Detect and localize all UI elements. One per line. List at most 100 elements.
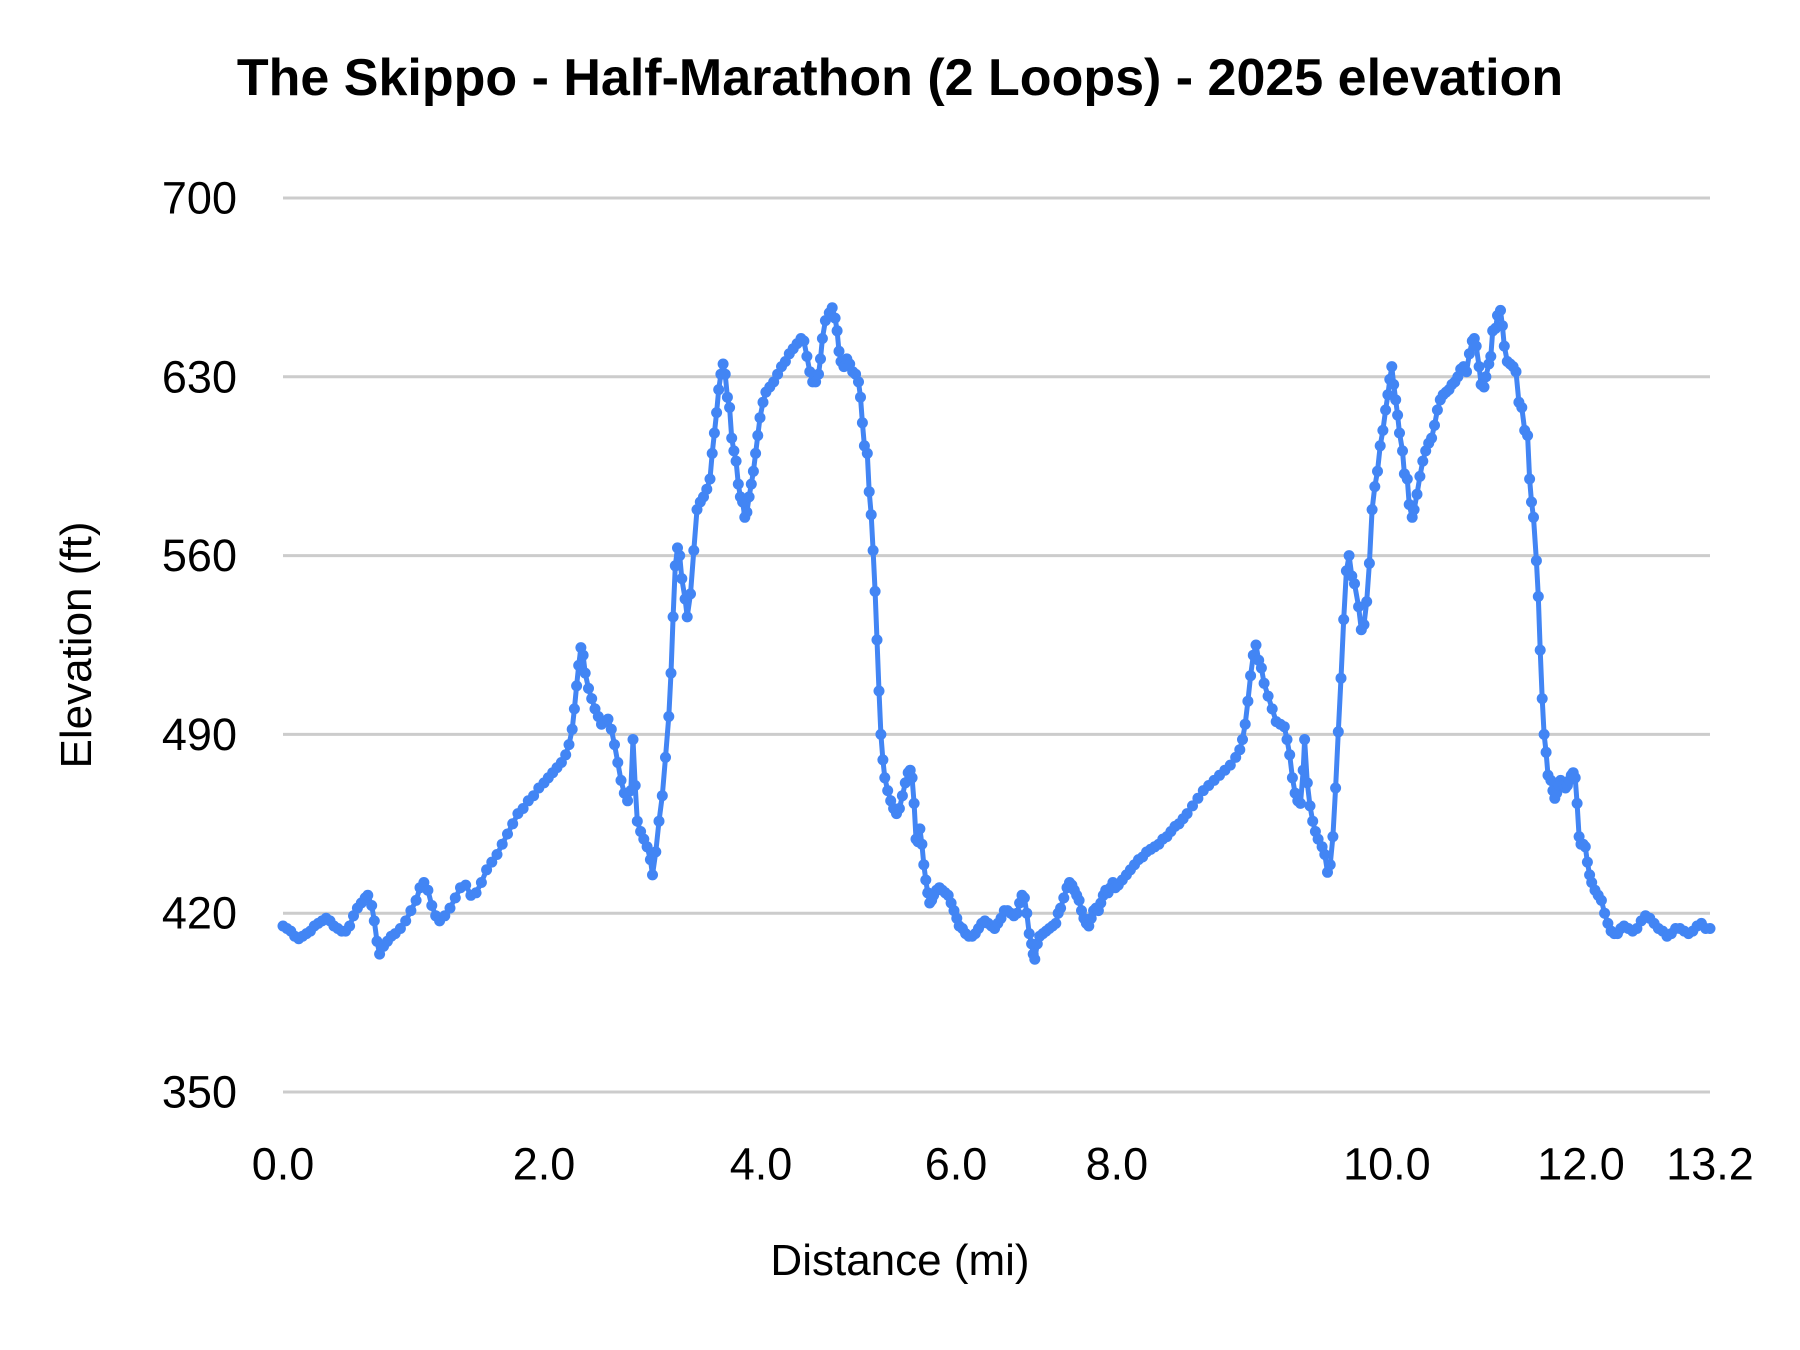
data-point: [496, 838, 508, 850]
data-point: [863, 486, 875, 498]
data-point: [1390, 394, 1402, 406]
data-point: [449, 892, 461, 904]
data-point: [1286, 772, 1298, 784]
data-point: [602, 713, 614, 725]
data-point: [1516, 402, 1528, 413]
data-point: [1414, 470, 1426, 482]
data-point: [528, 790, 540, 802]
data-point: [1343, 550, 1355, 562]
data-point: [1363, 557, 1375, 569]
data-point: [816, 333, 828, 344]
data-point: [560, 749, 572, 761]
data-point: [1526, 496, 1537, 508]
chart-title: The Skippo - Half-Marathon (2 Loops) - 2…: [236, 49, 1564, 107]
data-point: [674, 550, 686, 562]
x-tick-label: 0.0: [252, 1139, 315, 1190]
data-point: [1534, 644, 1546, 656]
data-point: [1581, 856, 1593, 868]
data-point: [1569, 772, 1581, 784]
data-point: [507, 818, 519, 830]
data-point: [612, 757, 624, 768]
data-point: [615, 774, 627, 786]
data-point: [644, 854, 656, 866]
data-point: [631, 815, 643, 827]
data-point: [815, 353, 826, 365]
data-point: [1595, 894, 1607, 906]
data-point: [730, 455, 742, 467]
data-point: [481, 864, 493, 876]
data-point: [916, 838, 928, 850]
data-point: [1366, 504, 1378, 516]
data-point: [583, 682, 594, 694]
data-point: [743, 491, 755, 503]
data-point: [728, 445, 740, 457]
data-point: [1245, 670, 1257, 682]
data-point: [1382, 389, 1394, 401]
x-tick-label: 8.0: [1086, 1139, 1149, 1190]
data-point: [688, 545, 700, 556]
data-point: [708, 427, 720, 439]
data-point: [665, 667, 677, 679]
data-point: [879, 772, 891, 784]
data-point: [667, 611, 679, 623]
data-point: [711, 407, 723, 419]
data-point: [1330, 782, 1342, 794]
x-tick-label: 6.0: [925, 1139, 988, 1190]
data-point: [882, 785, 894, 797]
data-point: [410, 894, 422, 906]
data-point: [1029, 953, 1041, 965]
data-point: [893, 803, 905, 814]
data-point: [566, 723, 578, 735]
data-point: [831, 325, 843, 337]
data-point: [1021, 907, 1033, 919]
data-point: [1187, 800, 1198, 812]
data-point: [801, 350, 813, 362]
data-point: [914, 823, 926, 835]
data-point: [573, 659, 585, 671]
data-point: [491, 849, 503, 860]
data-point: [366, 900, 378, 911]
data-point: [605, 723, 617, 735]
data-point: [426, 900, 438, 911]
data-point: [1284, 749, 1296, 761]
data-point: [579, 667, 591, 679]
data-point: [1463, 348, 1475, 360]
data-point: [1532, 591, 1544, 602]
data-point: [1599, 907, 1611, 919]
data-point: [1361, 596, 1373, 608]
data-point: [400, 915, 412, 927]
data-point: [1349, 578, 1360, 590]
data-point: [855, 391, 866, 403]
data-point: [1239, 718, 1251, 730]
data-point: [1255, 662, 1267, 674]
x-tick-label: 4.0: [730, 1139, 793, 1190]
data-point: [861, 447, 873, 459]
data-point: [1181, 808, 1193, 820]
data-point: [439, 910, 451, 922]
data-point: [1262, 690, 1274, 702]
data-point: [568, 703, 580, 715]
data-point: [1307, 815, 1319, 827]
data-point: [1528, 511, 1539, 523]
data-point: [627, 734, 639, 745]
data-point: [663, 711, 675, 722]
data-point: [1496, 320, 1508, 332]
data-point: [1392, 409, 1404, 421]
data-point: [757, 396, 769, 408]
x-tick-label: 10.0: [1343, 1139, 1431, 1190]
data-point: [1498, 340, 1510, 352]
data-point: [629, 780, 641, 791]
data-point: [1571, 797, 1583, 809]
data-point: [1011, 907, 1023, 919]
data-point: [475, 877, 487, 888]
data-point: [1536, 693, 1548, 705]
data-point: [1332, 726, 1344, 738]
data-point: [1485, 350, 1497, 362]
data-point: [1023, 928, 1035, 940]
data-point: [517, 803, 529, 814]
data-point: [1510, 366, 1522, 378]
x-tick-label: 2.0: [513, 1139, 576, 1190]
data-point: [1319, 849, 1331, 860]
data-point: [1704, 923, 1716, 934]
